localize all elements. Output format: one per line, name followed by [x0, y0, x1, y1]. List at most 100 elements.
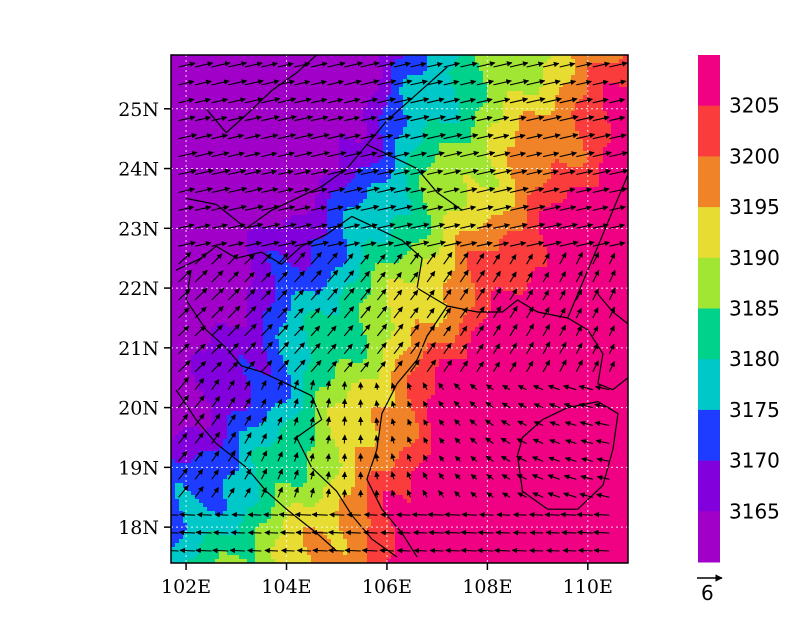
wind-vector	[213, 529, 229, 536]
wind-vector	[211, 115, 228, 122]
wind-vector	[194, 79, 212, 86]
wind-vector	[592, 223, 609, 229]
wind-vector	[344, 168, 364, 176]
wind-vector	[227, 379, 235, 390]
wind-vector	[608, 252, 616, 265]
wind-vector	[393, 187, 412, 194]
wind-vector	[492, 253, 501, 265]
wind-vector	[542, 252, 550, 265]
wind-vector	[592, 307, 599, 319]
wind-vector	[542, 359, 551, 373]
wind-vector	[493, 61, 513, 68]
wind-vector	[310, 150, 331, 158]
wind-vector	[393, 61, 411, 68]
wind-vector	[609, 223, 626, 229]
wind-vector	[476, 168, 496, 176]
wind-vector	[460, 61, 478, 68]
wind-vector	[309, 397, 315, 408]
wind-vector	[277, 379, 283, 390]
wind-vector	[179, 547, 196, 554]
wind-vector	[310, 269, 322, 283]
wind-vector	[532, 438, 544, 445]
wind-vector	[380, 529, 395, 536]
wind-vector	[211, 186, 231, 194]
wind-vector	[410, 307, 419, 319]
wind-vector	[260, 323, 273, 337]
wind-vector	[344, 61, 364, 68]
reference-vector-label: 6	[701, 581, 714, 605]
wind-vector	[341, 381, 348, 390]
wind-vector	[343, 270, 355, 283]
wind-vector	[608, 287, 616, 301]
wind-vector	[211, 97, 229, 104]
wind-vector	[453, 400, 461, 408]
wind-vector	[559, 187, 576, 194]
wind-vector	[379, 547, 395, 554]
colorbar-segment	[698, 105, 720, 157]
wind-vector	[559, 307, 566, 319]
wind-vector	[509, 79, 530, 86]
wind-vector	[244, 254, 255, 265]
wind-vector	[376, 288, 387, 301]
wind-vector	[228, 222, 246, 229]
wind-vector	[559, 341, 567, 355]
wind-vector	[376, 305, 388, 319]
wind-vector	[406, 489, 412, 498]
wind-vector	[393, 169, 410, 176]
wind-vector	[476, 325, 485, 337]
wind-vector	[261, 133, 279, 140]
wind-vector	[344, 186, 363, 194]
wind-vector	[211, 487, 220, 498]
wind-vector	[406, 453, 412, 462]
wind-vector	[485, 455, 494, 462]
wind-vector	[542, 289, 550, 301]
wind-vector	[393, 204, 413, 211]
wind-vector	[500, 437, 511, 444]
wind-vector	[485, 437, 494, 444]
wind-vector	[360, 79, 380, 86]
wind-vector	[244, 450, 252, 462]
y-tick-label: 20N	[118, 398, 159, 420]
wind-vector	[327, 360, 338, 373]
wind-vector	[360, 168, 380, 176]
wind-vector	[344, 205, 362, 211]
wind-vector	[247, 529, 262, 536]
wind-vector	[178, 307, 190, 319]
wind-vector	[374, 452, 380, 462]
wind-vector	[438, 382, 445, 391]
wind-vector	[592, 150, 612, 158]
wind-vector	[244, 468, 252, 480]
wind-vector	[393, 79, 413, 86]
wind-vector	[542, 324, 551, 337]
wind-vector	[547, 492, 560, 498]
wind-vector	[376, 271, 386, 283]
wind-vector	[294, 222, 313, 229]
wind-vector	[325, 380, 332, 390]
wind-vector	[260, 306, 273, 319]
wind-vector	[502, 492, 511, 498]
wind-vector	[493, 115, 510, 122]
wind-vector	[460, 79, 477, 86]
wind-vector	[261, 222, 281, 229]
wind-vector	[228, 61, 248, 68]
wind-vector	[277, 61, 294, 68]
wind-vector	[178, 432, 188, 444]
wind-vector	[426, 79, 444, 86]
wind-vector	[493, 133, 510, 140]
wind-vector	[309, 452, 315, 462]
wind-vector	[310, 359, 322, 373]
wind-vector	[178, 325, 190, 337]
wind-vector	[360, 241, 377, 247]
wind-vector	[194, 377, 205, 391]
wind-vector	[231, 512, 245, 518]
wind-vector	[261, 151, 278, 158]
wind-vector	[244, 151, 261, 158]
colorbar-segment	[698, 308, 720, 360]
wind-vector	[228, 151, 245, 158]
wind-vector	[277, 97, 297, 104]
wind-vector	[296, 547, 312, 554]
wind-vector	[374, 471, 380, 480]
wind-vector	[341, 398, 348, 408]
wind-vector	[576, 511, 593, 518]
wind-vector	[470, 491, 478, 498]
